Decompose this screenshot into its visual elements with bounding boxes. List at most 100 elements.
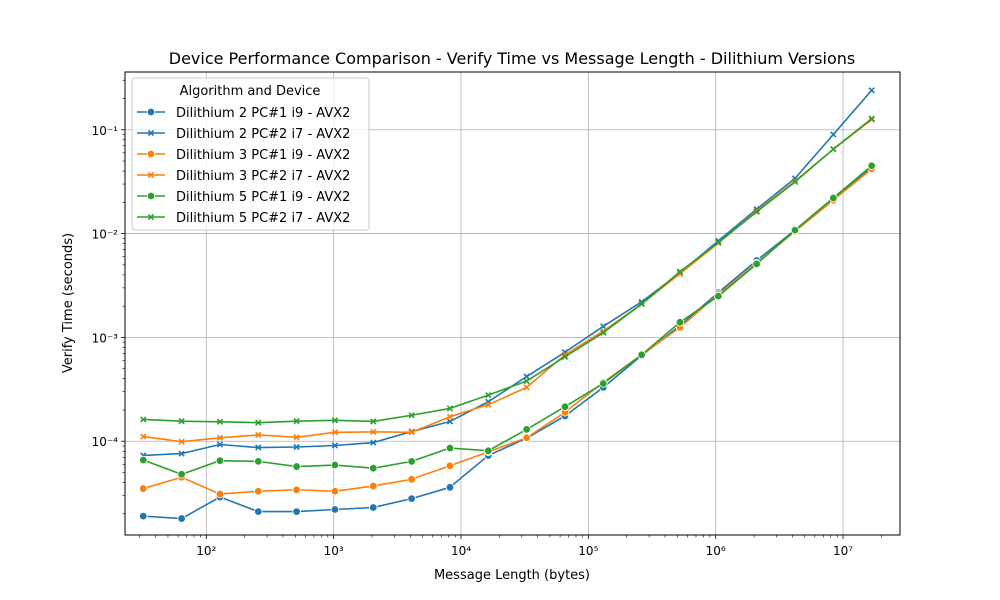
data-point bbox=[331, 442, 339, 449]
data-point bbox=[255, 444, 262, 451]
plot-series bbox=[139, 87, 876, 523]
data-point bbox=[830, 131, 837, 138]
y-axis-ticks: 10⁻⁴ 10⁻³ 10⁻² 10⁻¹ bbox=[92, 79, 125, 515]
legend-box bbox=[131, 77, 370, 231]
legend-marker bbox=[147, 213, 155, 221]
data-point bbox=[216, 434, 224, 441]
legend-entry: Dilithium 2 PC#2 i7 - AVX2 bbox=[137, 127, 350, 142]
data-point bbox=[445, 443, 455, 453]
data-point bbox=[600, 327, 607, 335]
data-point bbox=[215, 456, 225, 465]
data-point bbox=[369, 503, 378, 512]
series-line bbox=[143, 118, 873, 424]
series-6 bbox=[140, 115, 875, 426]
data-point bbox=[215, 489, 225, 499]
data-point bbox=[254, 507, 263, 516]
data-point bbox=[254, 457, 263, 466]
data-point bbox=[216, 418, 224, 425]
data-point bbox=[177, 514, 186, 523]
series-line bbox=[142, 165, 873, 476]
legend-label: Dilithium 5 PC#1 i9 - AVX2 bbox=[176, 190, 350, 205]
data-point bbox=[407, 457, 416, 466]
y-axis-label: Verify Time (seconds) bbox=[61, 233, 76, 373]
data-point bbox=[140, 433, 147, 440]
data-point bbox=[790, 225, 800, 235]
series-5 bbox=[139, 161, 876, 479]
series-line bbox=[143, 167, 873, 520]
x-tick-label: 10⁶ bbox=[706, 544, 726, 558]
legend-marker bbox=[147, 129, 155, 137]
legend-entry: Dilithium 3 PC#2 i7 - AVX2 bbox=[137, 169, 350, 184]
legend: Algorithm and Device Dilithium 2 PC#1 i9… bbox=[131, 77, 370, 231]
x-tick-label: 10⁷ bbox=[833, 544, 853, 558]
data-point bbox=[829, 193, 838, 203]
data-point bbox=[675, 318, 685, 327]
data-point bbox=[638, 300, 645, 308]
legend-title: Algorithm and Device bbox=[180, 84, 321, 99]
data-point bbox=[408, 412, 415, 419]
x-axis-label: Message Length (bytes) bbox=[434, 568, 590, 583]
data-point bbox=[178, 418, 185, 425]
data-point bbox=[600, 329, 607, 336]
data-point bbox=[293, 434, 300, 441]
data-point bbox=[177, 470, 186, 479]
data-point bbox=[293, 418, 300, 425]
data-point bbox=[370, 418, 377, 425]
data-point bbox=[867, 161, 876, 170]
chart-title: Device Performance Comparison - Verify T… bbox=[169, 49, 855, 68]
data-point bbox=[140, 416, 147, 423]
data-point bbox=[292, 485, 301, 495]
data-point bbox=[446, 405, 454, 412]
legend-entry: Dilithium 5 PC#1 i9 - AVX2 bbox=[137, 190, 350, 205]
legend-label: Dilithium 2 PC#2 i7 - AVX2 bbox=[176, 127, 350, 142]
legend-marker bbox=[146, 107, 156, 117]
data-point bbox=[139, 511, 148, 521]
legend-entry: Dilithium 5 PC#2 i7 - AVX2 bbox=[137, 211, 350, 226]
legend-marker bbox=[147, 171, 155, 179]
data-point bbox=[292, 507, 301, 516]
data-point bbox=[599, 379, 608, 388]
x-tick-label: 10⁴ bbox=[451, 544, 471, 558]
data-point bbox=[446, 413, 454, 420]
data-point bbox=[254, 487, 263, 496]
data-point bbox=[485, 391, 492, 399]
data-point bbox=[370, 428, 377, 436]
data-point bbox=[369, 463, 378, 473]
data-point bbox=[714, 291, 723, 301]
data-point bbox=[600, 323, 607, 330]
legend-marker bbox=[146, 191, 156, 201]
y-tick-label: 10⁻⁴ bbox=[92, 435, 119, 449]
legend-label: Dilithium 3 PC#2 i7 - AVX2 bbox=[176, 169, 350, 184]
data-point bbox=[293, 443, 300, 451]
data-point bbox=[445, 483, 455, 492]
data-point bbox=[676, 270, 684, 277]
data-point bbox=[445, 461, 455, 470]
data-point bbox=[331, 429, 339, 436]
data-point bbox=[330, 505, 340, 514]
data-point bbox=[330, 460, 340, 470]
data-point bbox=[292, 462, 301, 471]
y-tick-label: 10⁻³ bbox=[92, 331, 119, 345]
series-line bbox=[143, 89, 873, 457]
data-point bbox=[715, 239, 722, 246]
data-point bbox=[216, 441, 224, 448]
data-point bbox=[522, 425, 531, 434]
data-point bbox=[523, 377, 530, 385]
x-tick-label: 10² bbox=[196, 544, 216, 558]
y-tick-label: 10⁻¹ bbox=[92, 124, 119, 138]
data-point bbox=[255, 419, 262, 426]
data-point bbox=[868, 87, 875, 94]
data-point bbox=[139, 484, 148, 493]
y-tick-label: 10⁻² bbox=[92, 228, 119, 242]
x-tick-label: 10³ bbox=[324, 544, 344, 558]
legend-marker bbox=[146, 149, 156, 159]
data-point bbox=[407, 494, 416, 503]
data-point bbox=[676, 268, 684, 275]
data-point bbox=[561, 353, 569, 361]
data-point bbox=[178, 450, 185, 457]
data-point bbox=[868, 115, 875, 122]
grid-lines bbox=[125, 72, 900, 535]
legend-label: Dilithium 2 PC#1 i9 - AVX2 bbox=[176, 106, 350, 121]
data-point bbox=[522, 433, 531, 442]
